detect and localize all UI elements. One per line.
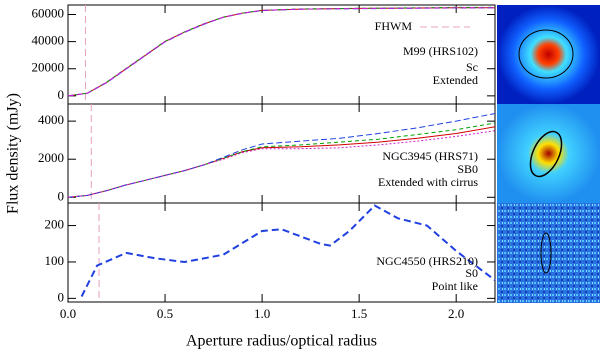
series-line: [67, 130, 496, 198]
series-line: [67, 7, 496, 97]
series-line: [80, 204, 496, 297]
aperture: [518, 29, 574, 79]
annotation: S0: [465, 266, 478, 280]
y-tick-label: 0: [58, 289, 65, 304]
y-tick-label: 2000: [38, 150, 64, 165]
thumbnails: [497, 5, 600, 303]
x-tick-label: 0.5: [157, 306, 173, 321]
y-tick-label: 40000: [32, 33, 65, 48]
annotation: NGC3945 (HRS71): [382, 149, 478, 163]
y-axis-label: Flux density (mJy): [5, 93, 22, 214]
annotation: NGC4550 (HRS210): [376, 254, 478, 268]
plot-frame: [67, 202, 496, 303]
annotation: Point like: [432, 279, 478, 293]
x-axis-label: Aperture radius/optical radius: [186, 333, 377, 350]
y-tick-label: 0: [58, 188, 65, 203]
thumbnail: [497, 104, 600, 203]
y-tick-label: 4000: [38, 112, 64, 127]
y-tick-label: 100: [45, 253, 65, 268]
y-tick-label: 200: [45, 217, 65, 232]
x-tick-label: 1.0: [254, 306, 270, 321]
x-tick-label: 0.0: [60, 306, 76, 321]
annotation: Extended: [433, 73, 478, 87]
aperture: [540, 232, 552, 274]
annotation: SB0: [457, 162, 478, 176]
annotation: Extended with cirrus: [378, 175, 478, 189]
x-tick-label: 2.0: [448, 306, 464, 321]
thumbnail: [497, 203, 600, 303]
annotation: M99 (HRS102): [403, 44, 478, 58]
annotation: Sc: [466, 60, 478, 74]
aperture: [529, 130, 563, 178]
x-tick-label: 1.5: [351, 306, 367, 321]
thumbnail: [497, 5, 600, 104]
y-tick-label: 20000: [32, 60, 65, 75]
y-tick-label: 0: [58, 87, 65, 102]
y-tick-label: 60000: [32, 5, 65, 20]
legend-label: FHWM: [375, 19, 413, 33]
